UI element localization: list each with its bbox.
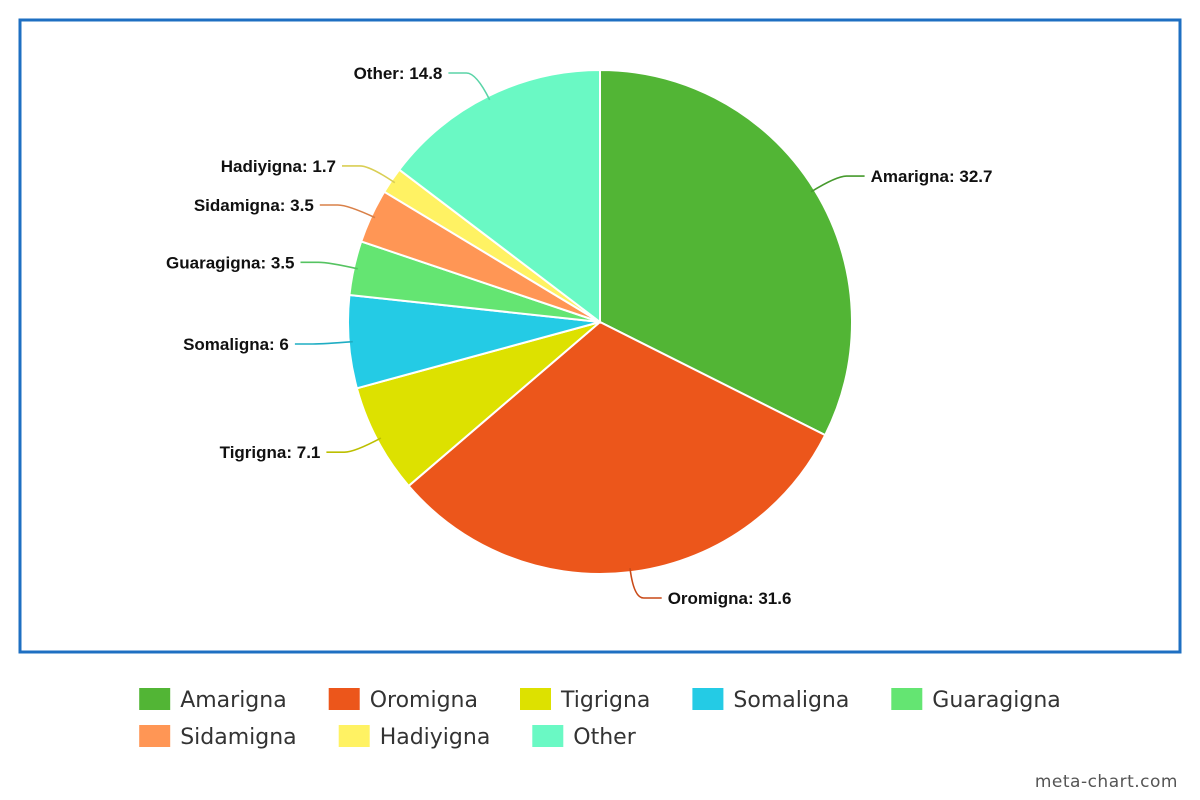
connector-amarigna [810, 175, 865, 193]
legend-label-hadiyigna: Hadiyigna [380, 725, 491, 750]
legend-swatch-guaragigna [891, 688, 923, 710]
connector-guaragigna [300, 261, 358, 270]
connector-sidamigna [319, 204, 376, 219]
credit-text[interactable]: meta-chart.com [1034, 772, 1178, 792]
legend-swatch-other [532, 725, 564, 747]
data-label-other: Other: 14.8 [354, 64, 443, 83]
data-label-somaligna: Somaligna: 6 [183, 335, 289, 354]
legend-label-oromigna: Oromigna [370, 688, 478, 713]
legend: Amarigna Oromigna Tigrigna Somaligna Guaragi… [139, 688, 1061, 750]
legend-item-amarigna[interactable]: Amarigna [139, 688, 287, 713]
data-label-oromigna: Oromigna: 31.6 [668, 589, 792, 608]
legend-swatch-sidamigna [139, 725, 171, 747]
legend-label-amarigna: Amarigna [180, 688, 287, 713]
data-label-tigrigna: Tigrigna: 7.1 [220, 443, 321, 462]
legend-label-guaragigna: Guaragigna [932, 688, 1060, 713]
legend-item-sidamigna[interactable]: Sidamigna [139, 725, 297, 750]
legend-label-tigrigna: Tigrigna [560, 688, 650, 713]
legend-swatch-hadiyigna [338, 725, 370, 747]
connector-somaligna [294, 340, 353, 345]
connector-tigrigna [326, 437, 382, 453]
data-label-hadiyigna: Hadiyigna: 1.7 [221, 157, 336, 176]
data-label-guaragigna: Guaragigna: 3.5 [166, 253, 294, 272]
pie-slices [347, 68, 853, 575]
legend-item-tigrigna[interactable]: Tigrigna [520, 688, 650, 713]
connector-other [448, 72, 491, 101]
legend-item-somaligna[interactable]: Somaligna [692, 688, 849, 713]
slice-labels: Amarigna: 32.7 Oromigna: 31.6 Tigrigna: 7.… [166, 64, 992, 608]
legend-item-guaragigna[interactable]: Guaragigna [891, 688, 1061, 713]
legend-swatch-amarigna [139, 688, 171, 710]
data-label-amarigna: Amarigna: 32.7 [871, 167, 993, 186]
legend-swatch-somaligna [692, 688, 724, 710]
connector-oromigna [629, 568, 662, 599]
legend-item-hadiyigna[interactable]: Hadiyigna [338, 725, 491, 750]
legend-swatch-tigrigna [520, 688, 551, 710]
data-label-sidamigna: Sidamigna: 3.5 [194, 196, 314, 215]
legend-swatch-oromigna [328, 688, 360, 710]
legend-label-somaligna: Somaligna [733, 688, 849, 713]
legend-label-other: Other [573, 725, 636, 750]
connector-hadiyigna [342, 165, 396, 184]
legend-item-other[interactable]: Other [532, 725, 637, 750]
legend-item-oromigna[interactable]: Oromigna [328, 688, 478, 713]
legend-label-sidamigna: Sidamigna [180, 725, 296, 750]
